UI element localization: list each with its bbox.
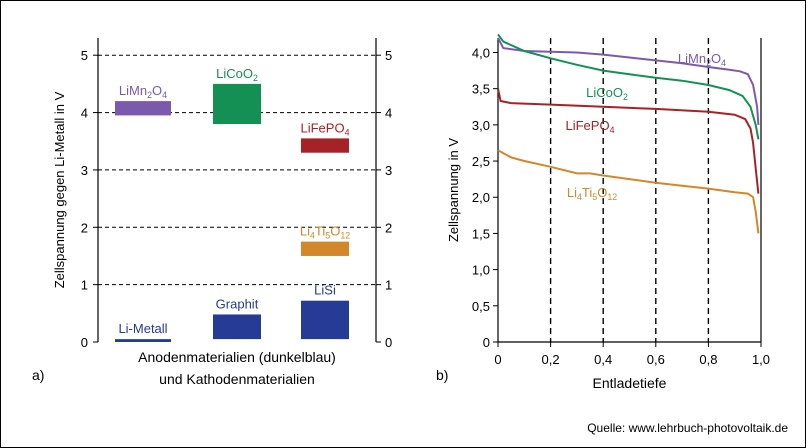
series-label-limn2o4: LiMn2O4 — [678, 51, 726, 68]
x-tick-label-b: 0,8 — [699, 352, 717, 367]
bar-lisi — [301, 300, 349, 340]
bar-label-lisi: LiSi — [314, 283, 336, 298]
y-tick-label-right: 3 — [385, 163, 392, 178]
series-label-lifepo4: LiFePO4 — [566, 118, 615, 135]
series-label-licoo2: LiCoO2 — [586, 85, 628, 102]
x-axis-title-a-line2: und Kathodenmaterialien — [159, 371, 315, 387]
bar-graphit — [213, 314, 261, 340]
series-label-li4ti5o12: Li4Ti5O12 — [567, 185, 617, 202]
source-credit: Quelle: www.lehrbuch-photovoltaik.de — [587, 421, 788, 435]
bar-label-li4ti5o12: Li4Ti5O12 — [300, 224, 350, 241]
y-tick-label-b: 3,0 — [472, 118, 490, 133]
x-tick-label-b: 0,2 — [542, 352, 560, 367]
bar-licoo2 — [213, 83, 261, 125]
bar-li4ti5o12 — [301, 241, 349, 256]
series-line-li4ti5o12 — [497, 149, 760, 234]
x-tick-label-b: 0,6 — [647, 352, 665, 367]
y-tick-label-b: 2,0 — [472, 190, 490, 205]
y-tick-label-right: 4 — [385, 106, 392, 121]
bar-li-metall — [115, 339, 171, 342]
y-tick-label-right: 0 — [385, 335, 392, 350]
x-tick-label-b: 0 — [494, 352, 501, 367]
y-tick-label-left: 4 — [81, 106, 88, 121]
y-tick-label-right: 1 — [385, 278, 392, 293]
series-line-lifepo4 — [497, 88, 760, 194]
bar-label-licoo2: LiCoO2 — [216, 66, 258, 83]
panel-label-b: b) — [436, 367, 448, 383]
y-tick-label-right: 2 — [385, 220, 392, 235]
series-line-licoo2 — [497, 33, 760, 140]
bar-label-limn2o4: LiMn2O4 — [119, 83, 167, 100]
y-tick-label-b: 1,5 — [472, 226, 490, 241]
y-tick-label-right: 5 — [385, 48, 392, 63]
y-tick-label-left: 5 — [81, 48, 88, 63]
y-tick-label-b: 2,5 — [472, 154, 490, 169]
y-axis-title-b: Zellspannung in V — [446, 138, 461, 242]
x-tick-label-b: 0,4 — [594, 352, 612, 367]
y-tick-label-b: 4,0 — [472, 45, 490, 60]
series-line-limn2o4 — [497, 37, 760, 125]
panel-label-a: a) — [32, 367, 44, 383]
bar-label-lifepo4: LiFePO4 — [301, 120, 350, 137]
y-tick-label-left: 3 — [81, 163, 88, 178]
y-tick-label-b: 0,5 — [472, 299, 490, 314]
y-tick-label-b: 0 — [483, 335, 490, 350]
bar-label-graphit: Graphit — [216, 296, 259, 311]
y-tick-label-left: 2 — [81, 220, 88, 235]
y-tick-label-b: 3,5 — [472, 82, 490, 97]
y-tick-label-left: 1 — [81, 278, 88, 293]
x-tick-label-b: 1,0 — [752, 352, 770, 367]
x-axis-title-b: Entladetiefe — [593, 375, 667, 391]
bar-limn2o4 — [115, 101, 171, 116]
bar-lifepo4 — [301, 138, 349, 153]
y-tick-label-b: 1,0 — [472, 263, 490, 278]
bar-label-li-metall: Li-Metall — [118, 321, 167, 336]
y-tick-label-left: 0 — [81, 335, 88, 350]
x-axis-title-a-line1: Anodenmaterialien (dunkelblau) — [138, 349, 336, 365]
y-axis-title-a: Zellspannung gegen Li-Metall in V — [52, 91, 67, 288]
